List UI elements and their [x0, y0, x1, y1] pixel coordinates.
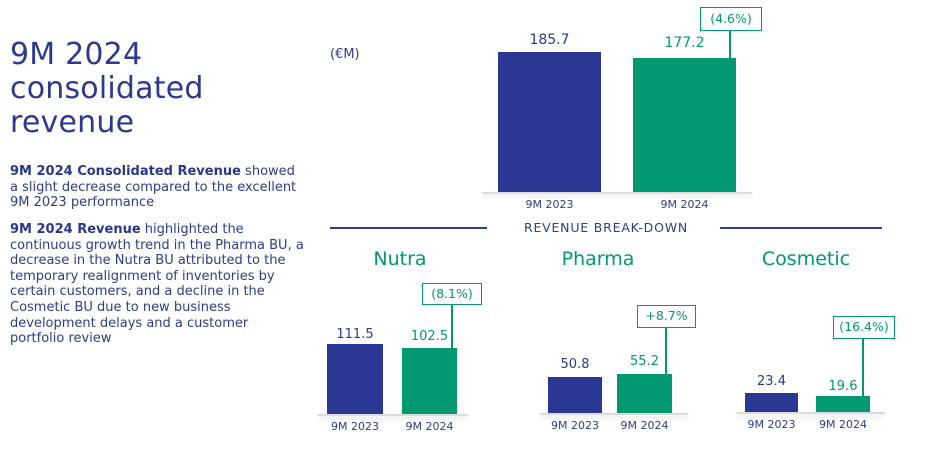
divider-label: REVENUE BREAK-DOWN [523, 220, 689, 235]
main-chart-delta-badge: (4.6%) [700, 7, 762, 31]
main-chart-bar-9m2024 [633, 58, 736, 192]
nutra-cat-9m2024: 9M 2024 [405, 420, 454, 433]
nutra-value-9m2024: 102.5 [410, 329, 449, 344]
nutra-bar-9m2024 [402, 348, 457, 414]
pharma-value-9m2023: 50.8 [560, 357, 590, 372]
cosmetic-bar-9m2023 [745, 393, 798, 412]
cosmetic-chart-title: Cosmetic [761, 248, 851, 270]
pharma-delta-connector [665, 328, 667, 374]
main-chart-cat-9m2023: 9M 2023 [525, 198, 574, 211]
pharma-bar-9m2024 [617, 374, 672, 413]
main-chart-axis-line [482, 192, 752, 194]
nutra-value-9m2023: 111.5 [336, 327, 374, 342]
main-chart-cat-9m2024: 9M 2024 [660, 198, 709, 211]
paragraph-revenue-text: highlighted the continuous growth trend … [10, 222, 304, 347]
cosmetic-delta-badge: (16.4%) [833, 316, 895, 339]
main-chart-value-9m2023: 185.7 [529, 32, 570, 48]
nutra-cat-9m2023: 9M 2023 [331, 420, 379, 433]
nutra-axis-line [318, 414, 468, 416]
pharma-cat-9m2023: 9M 2023 [551, 419, 599, 432]
pharma-bar-9m2023 [548, 377, 602, 413]
paragraph-consolidated: 9M 2024 Consolidated Revenue showed a sl… [10, 164, 306, 211]
divider-line-left [330, 227, 487, 229]
main-chart-unit-label: (€M) [330, 47, 360, 62]
main-chart-value-9m2024: 177.2 [664, 35, 705, 51]
cosmetic-cat-9m2024: 9M 2024 [819, 418, 867, 431]
divider-line-right [720, 227, 882, 229]
main-chart-bar-9m2023 [498, 52, 601, 192]
paragraph-consolidated-text: showed a slight decrease compared to the… [10, 164, 297, 211]
cosmetic-value-9m2024: 19.6 [828, 379, 858, 394]
pharma-axis-line [540, 413, 688, 415]
paragraph-revenue: 9M 2024 Revenue highlighted the continuo… [10, 222, 306, 347]
nutra-chart-title: Nutra [373, 248, 427, 270]
cosmetic-bar-9m2024 [816, 396, 870, 412]
pharma-chart-title: Pharma [561, 248, 635, 270]
pharma-delta-badge: +8.7% [637, 305, 696, 328]
cosmetic-delta-connector [862, 339, 864, 396]
cosmetic-value-9m2023: 23.4 [757, 374, 786, 389]
cosmetic-cat-9m2023: 9M 2023 [747, 418, 796, 431]
nutra-delta-badge: (8.1%) [422, 283, 482, 305]
paragraph-revenue-bold: 9M 2024 Revenue [10, 222, 141, 237]
nutra-delta-connector [451, 305, 453, 348]
cosmetic-axis-line [737, 412, 885, 414]
nutra-bar-9m2023 [327, 344, 383, 414]
pharma-cat-9m2024: 9M 2024 [620, 419, 669, 432]
page-title: 9M 2024 consolidated revenue [10, 37, 204, 140]
main-chart-delta-connector [729, 31, 731, 58]
paragraph-consolidated-bold: 9M 2024 Consolidated Revenue [10, 164, 241, 179]
pharma-value-9m2024: 55.2 [630, 354, 659, 369]
